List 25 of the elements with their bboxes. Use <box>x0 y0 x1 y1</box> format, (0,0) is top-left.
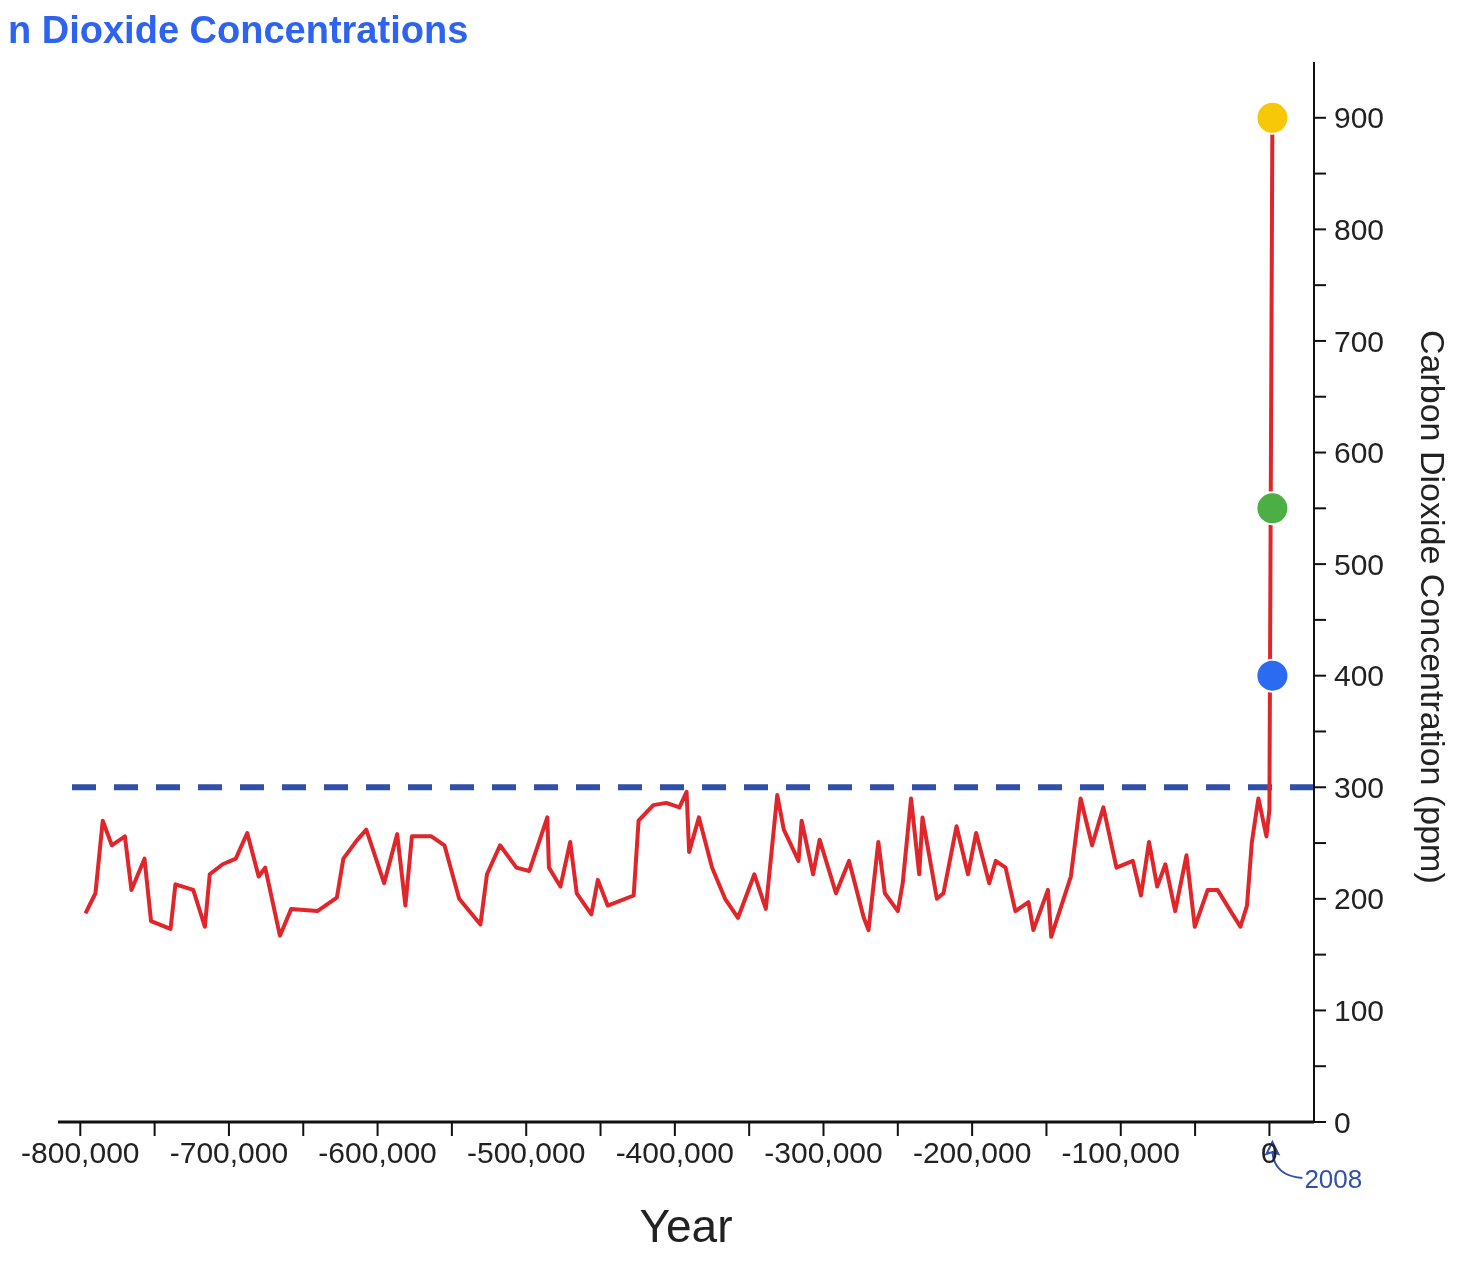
y-axis-title: Carbon Dioxide Concentration (ppm) <box>1413 329 1453 886</box>
point <box>1255 658 1290 693</box>
x-tick-label: -600,000 <box>318 1136 437 1170</box>
point <box>1255 491 1290 526</box>
x-tick-label: -300,000 <box>764 1136 883 1170</box>
text: 2008 <box>1304 1164 1363 1194</box>
y-tick-label: 300 <box>1334 770 1385 804</box>
y-tick-label: 100 <box>1334 994 1385 1028</box>
point <box>1255 100 1290 135</box>
y-tick-label: 200 <box>1334 882 1385 916</box>
x-tick-label: -200,000 <box>912 1136 1032 1170</box>
y-tick-label: 400 <box>1334 659 1385 693</box>
y-tick-label: 700 <box>1334 324 1385 358</box>
y-tick-label: 800 <box>1334 213 1385 247</box>
x-tick-label: -700,000 <box>169 1136 289 1170</box>
y-tick-label: 500 <box>1334 547 1385 581</box>
x-tick-label: -100,000 <box>1061 1136 1180 1170</box>
x-axis-title: Year <box>639 1200 733 1252</box>
chart-title: n Dioxide Concentrations <box>8 8 470 52</box>
y-tick-label: 0 <box>1334 1105 1351 1139</box>
x-tick-label: -400,000 <box>615 1136 735 1170</box>
x-tick-label: -500,000 <box>466 1136 586 1170</box>
x-tick-label: -800,000 <box>21 1136 140 1170</box>
y-tick-label: 900 <box>1334 101 1385 135</box>
y-tick-label: 600 <box>1334 436 1385 470</box>
